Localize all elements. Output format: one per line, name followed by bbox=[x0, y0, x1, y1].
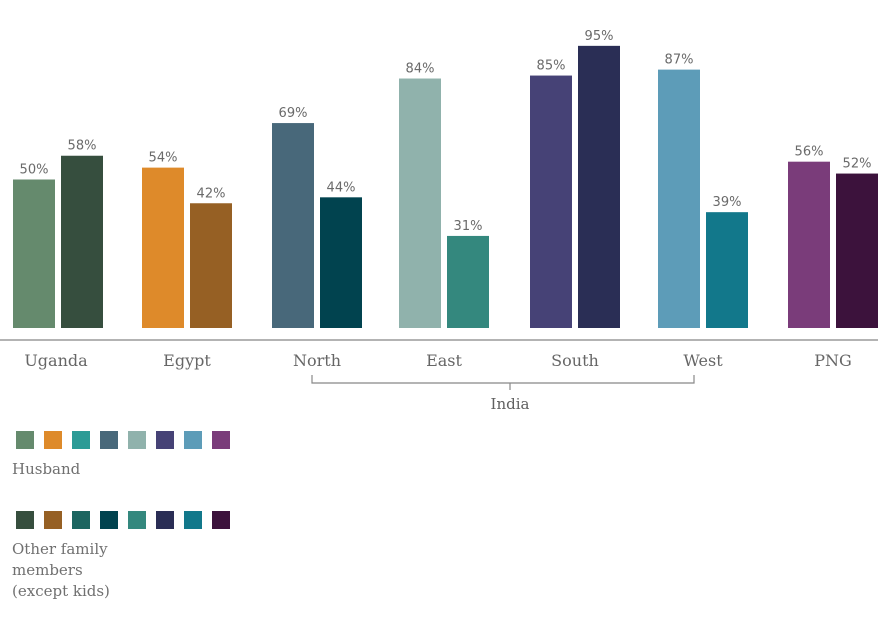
value-labels-group: 50% 58% 54% 42% 69% 44% 84% 31% 85% 95% 87% 39% 56% 5… bbox=[20, 29, 872, 234]
husband-swatch-7 bbox=[184, 431, 202, 449]
bar-east-series-1 bbox=[399, 78, 441, 329]
husband-swatch-2 bbox=[44, 431, 62, 449]
bar-png-series-2 bbox=[836, 173, 878, 328]
tick-label-south: South bbox=[551, 351, 599, 370]
tick-label-uganda: Uganda bbox=[24, 351, 88, 370]
husband-swatch-3 bbox=[72, 431, 90, 449]
value-label-north-series-2: 44% bbox=[327, 180, 356, 195]
tick-label-png: PNG bbox=[814, 351, 852, 370]
bar-west-series-2 bbox=[706, 212, 748, 328]
bars-group bbox=[13, 45, 878, 329]
value-label-west-series-1: 87% bbox=[665, 53, 694, 68]
others-swatch-4 bbox=[100, 511, 118, 529]
tick-labels-group: Uganda Egypt North East South West PNG bbox=[24, 351, 851, 370]
husband-swatch-6 bbox=[156, 431, 174, 449]
others-swatch-3 bbox=[72, 511, 90, 529]
value-label-png-series-2: 52% bbox=[843, 157, 872, 172]
value-label-south-series-2: 95% bbox=[585, 29, 614, 44]
bar-uganda-series-1 bbox=[13, 179, 55, 328]
bar-uganda-series-2 bbox=[61, 155, 103, 328]
value-label-north-series-1: 69% bbox=[279, 106, 308, 121]
others-swatch-2 bbox=[44, 511, 62, 529]
others-swatch-5 bbox=[128, 511, 146, 529]
value-label-east-series-2: 31% bbox=[454, 219, 483, 234]
bar-north-series-1 bbox=[272, 123, 314, 328]
tick-label-egypt: Egypt bbox=[163, 351, 211, 370]
value-label-west-series-2: 39% bbox=[713, 195, 742, 210]
others-swatch-8 bbox=[212, 511, 230, 529]
others-legend-label: Other family members (except kids) bbox=[12, 540, 110, 600]
india-group-label: India bbox=[491, 395, 530, 413]
bar-south-series-1 bbox=[530, 75, 572, 328]
others-swatch-7 bbox=[184, 511, 202, 529]
tick-label-west: West bbox=[683, 351, 723, 370]
tick-label-east: East bbox=[426, 351, 462, 370]
india-group-bracket bbox=[311, 375, 695, 390]
value-label-south-series-1: 85% bbox=[537, 59, 566, 74]
bar-south-series-2 bbox=[578, 45, 620, 328]
husband-swatch-4 bbox=[100, 431, 118, 449]
husband-legend-swatches bbox=[16, 431, 230, 449]
bar-east-series-2 bbox=[447, 235, 489, 328]
others-swatch-6 bbox=[156, 511, 174, 529]
value-label-png-series-1: 56% bbox=[795, 145, 824, 160]
others-legend-swatches bbox=[16, 511, 230, 529]
value-label-egypt-series-1: 54% bbox=[149, 151, 178, 166]
value-label-east-series-1: 84% bbox=[406, 62, 435, 77]
value-label-uganda-series-2: 58% bbox=[68, 139, 97, 154]
bar-png-series-1 bbox=[788, 161, 830, 328]
others-swatch-1 bbox=[16, 511, 34, 529]
value-label-uganda-series-1: 50% bbox=[20, 163, 49, 178]
tick-label-north: North bbox=[293, 351, 341, 370]
bar-north-series-2 bbox=[320, 197, 362, 328]
bar-west-series-1 bbox=[658, 69, 700, 329]
value-label-egypt-series-2: 42% bbox=[197, 186, 226, 201]
husband-swatch-5 bbox=[128, 431, 146, 449]
husband-swatch-1 bbox=[16, 431, 34, 449]
bar-egypt-series-2 bbox=[190, 203, 232, 328]
husband-legend-label: Husband bbox=[12, 460, 81, 478]
bar-egypt-series-1 bbox=[142, 167, 184, 328]
husband-swatch-8 bbox=[212, 431, 230, 449]
